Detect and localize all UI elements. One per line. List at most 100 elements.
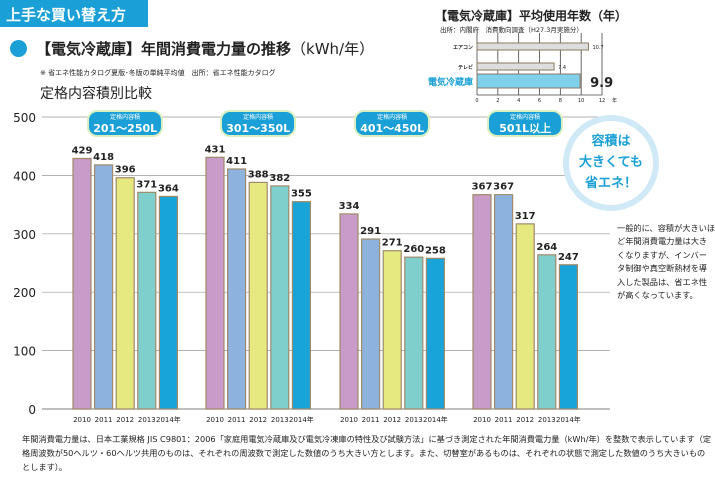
x-tick-label: 2010	[473, 416, 491, 424]
x-tick-label: 2010	[73, 416, 91, 424]
bar	[291, 201, 311, 410]
inset-category-label: テレビ	[458, 64, 473, 71]
inset-bar	[476, 62, 555, 71]
inset-x-tick: 10	[578, 98, 584, 104]
bubble-line: 省エネ！	[584, 176, 637, 191]
y-tick-label: 300	[13, 228, 36, 242]
inset-x-tick: 6	[538, 98, 541, 104]
title-unit: （kWh/年）	[291, 40, 375, 58]
inset-source: 出所：内閣府 消費動向調査（H27.3月実施分）	[440, 26, 583, 34]
x-tick-label: 2013	[138, 416, 156, 424]
inset-bar	[476, 42, 589, 51]
inset-category-label: 電気冷蔵庫	[428, 76, 473, 88]
inset-x-tick: 8	[559, 98, 562, 104]
group-label: 定格内容積 201～250L	[87, 110, 164, 137]
x-tick-label: 2014年	[556, 415, 581, 424]
bar-value-label: 260	[403, 244, 424, 255]
bar	[425, 257, 445, 410]
footnote: 年間消費電力量は、日本工業規格 JIS C9801：2006「家庭用電気冷蔵庫及…	[22, 434, 712, 472]
bar-value-label: 382	[269, 173, 290, 184]
bar-value-label: 388	[248, 169, 269, 180]
bar-value-label: 396	[115, 165, 136, 176]
chart-subtitle: 定格内容積別比較	[40, 86, 152, 102]
x-tick-label: 2011	[362, 416, 380, 424]
group-label-small: 定格内容積	[510, 114, 541, 121]
inset-x-tick: 2	[496, 98, 499, 104]
inset-x-tick: 4	[517, 98, 520, 104]
bar	[537, 254, 557, 410]
bar	[205, 156, 225, 410]
bar	[227, 168, 247, 410]
x-tick-label: 2010	[340, 416, 358, 424]
bar	[115, 177, 135, 410]
source-note: ※ 省エネ性能カタログ夏版･冬版の単純平均値 出所：省エネ性能カタログ	[40, 69, 276, 77]
inset-x-unit: 年	[612, 97, 617, 104]
inset-bar	[476, 73, 581, 89]
bar	[248, 181, 268, 410]
bar-value-label: 334	[339, 201, 360, 212]
group-label-range: 301～350L	[226, 122, 291, 135]
bullet-icon	[10, 40, 27, 57]
x-tick-label: 2014年	[156, 415, 181, 424]
bar	[72, 157, 92, 410]
y-tick-label: 400	[13, 169, 36, 183]
x-tick-label: 2012	[383, 416, 401, 424]
group-label-range: 401～450L	[360, 122, 425, 135]
inset-x-tick: 12	[599, 98, 605, 104]
group-label: 定格内容積 501L以上	[487, 110, 564, 137]
title-text: 【電気冷蔵庫】年間消費電力量の推移	[36, 40, 292, 58]
x-tick-label: 2011	[95, 416, 113, 424]
bar-value-label: 371	[136, 179, 157, 190]
x-tick-label: 2014年	[289, 415, 314, 424]
bar	[93, 164, 114, 410]
group-label-range: 501L以上	[499, 122, 552, 135]
y-tick-label: 500	[13, 111, 36, 125]
group-label: 定格内容積 401～450L	[354, 110, 431, 137]
bar-value-label: 291	[360, 226, 381, 237]
inset-value-label: 9.9	[590, 76, 613, 91]
inset-x-tick: 0	[475, 98, 478, 104]
inset-value-label: 7.4	[558, 65, 566, 71]
bar-value-label: 264	[536, 242, 557, 253]
bar-value-label: 367	[493, 182, 514, 193]
inset-value-label: 10.7	[592, 45, 603, 51]
bar	[558, 264, 579, 410]
inset-category-label: エアコン	[453, 45, 473, 51]
bar	[515, 223, 535, 410]
bar-value-label: 367	[472, 182, 493, 193]
bar	[137, 191, 157, 410]
group-label-range: 201～250L	[93, 122, 158, 135]
bar	[494, 194, 514, 410]
x-tick-label: 2013	[271, 416, 289, 424]
group-label-small: 定格内容積	[243, 114, 274, 121]
bar-value-label: 364	[158, 183, 179, 194]
bar	[270, 185, 290, 410]
bar-value-label: 247	[558, 252, 579, 263]
group-label-small: 定格内容積	[110, 114, 141, 121]
y-tick-label: 200	[13, 286, 36, 300]
bar-value-label: 355	[291, 189, 312, 200]
x-tick-label: 2012	[516, 416, 534, 424]
x-tick-label: 2013	[538, 416, 556, 424]
x-tick-label: 2012	[249, 416, 267, 424]
bar-value-label: 271	[382, 238, 403, 249]
y-tick-label: 100	[13, 345, 36, 359]
bar-value-label: 418	[93, 152, 114, 163]
bar	[404, 256, 424, 410]
bar	[339, 213, 359, 410]
bar-value-label: 431	[205, 144, 226, 155]
x-tick-label: 2011	[228, 416, 246, 424]
callout-bubble: 容積は 大きくても 省エネ！	[563, 115, 659, 211]
chart-title: 【電気冷蔵庫】年間消費電力量の推移（kWh/年）	[36, 38, 374, 59]
section-banner: 上手な買い替え方	[0, 0, 148, 27]
bar-value-label: 258	[425, 245, 446, 256]
bar-value-label: 317	[515, 211, 536, 222]
inset-title: 【電気冷蔵庫】平均使用年数（年）	[435, 9, 628, 23]
x-tick-label: 2014年	[423, 415, 448, 424]
bar	[361, 238, 381, 410]
x-tick-label: 2011	[495, 416, 513, 424]
bar-value-label: 411	[226, 156, 247, 167]
x-tick-label: 2010	[206, 416, 224, 424]
bubble-line: 大きくても	[579, 155, 643, 170]
